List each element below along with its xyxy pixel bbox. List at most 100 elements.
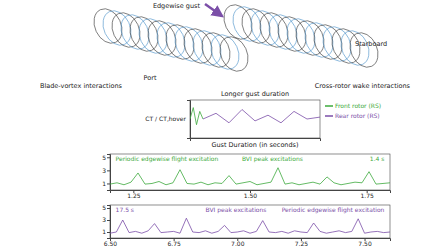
legend-item: Rear rotor (RS) xyxy=(325,112,380,119)
wake-ring xyxy=(237,4,276,48)
tick: 3 xyxy=(102,216,110,223)
tick-label: 5 xyxy=(102,204,106,211)
gust-arrow xyxy=(205,4,222,16)
tick-label: 7.00 xyxy=(231,240,245,247)
plot-area xyxy=(110,168,390,185)
wake-ring xyxy=(116,10,155,54)
wake-ring xyxy=(188,26,227,70)
annotation: BVI peak excitations xyxy=(242,155,303,163)
tick-mark xyxy=(107,232,110,233)
annotation: 17.5 s xyxy=(116,206,134,213)
tick: 5 xyxy=(102,204,110,211)
x-axis-title: Gust Duration (in seconds) xyxy=(211,141,298,149)
wake-ring xyxy=(170,22,209,66)
plot-area xyxy=(110,218,390,233)
wake-ring xyxy=(215,32,254,76)
tick-mark xyxy=(107,220,110,221)
tick: 7.00 xyxy=(231,238,245,247)
plot-frame xyxy=(110,154,390,190)
tick: 1.25 xyxy=(127,190,141,199)
plot-frame xyxy=(110,205,390,238)
tick: 1 xyxy=(102,180,110,187)
wake-ring xyxy=(143,16,182,60)
tick-label: 1.25 xyxy=(127,192,141,199)
wake-ring xyxy=(134,14,173,58)
annotation: Periodic edgewise flight excitation xyxy=(282,206,385,214)
tick: 1.75 xyxy=(360,190,374,199)
plot-frame xyxy=(190,100,320,138)
legend-item: Front rotor (RS) xyxy=(325,102,381,109)
x-axis: 6.50 6.75 7.00 7.25 7.50 xyxy=(104,238,391,247)
series-line xyxy=(190,108,203,125)
tick-label: 6.50 xyxy=(104,240,118,247)
tick: 3 xyxy=(102,167,110,174)
x-axis: 1.25 1.50 1.75 xyxy=(111,190,391,199)
wake-diagram: Edgewise gust Port Starboard Blade-vortex i… xyxy=(40,0,411,98)
tick-label: 1 xyxy=(102,180,106,187)
tick-mark xyxy=(107,183,110,184)
tick-label: 3 xyxy=(102,167,106,174)
legend-label: Front rotor (RS) xyxy=(335,102,381,109)
wake-ring xyxy=(318,22,357,66)
series-line xyxy=(110,168,390,185)
chart: 1.25 1.50 1.75 1 3 5 Periodic edgewise flight … xyxy=(102,154,390,200)
plot-area xyxy=(190,108,320,125)
tick: 1 xyxy=(102,228,110,235)
tick-label: 7.25 xyxy=(295,240,309,247)
chart: Gust Duration (in seconds) CT / CT,hover F… xyxy=(145,100,381,149)
wake-ring xyxy=(264,10,303,54)
series-line xyxy=(110,218,390,233)
tick: 5 xyxy=(102,154,110,161)
tick-label: 5 xyxy=(102,154,106,161)
tick-label: 3 xyxy=(102,216,106,223)
diagram-label: Cross-rotor wake interactions xyxy=(315,82,411,90)
y-axis xyxy=(187,101,191,139)
tick-label: 1.75 xyxy=(360,192,374,199)
tick-label: 1.50 xyxy=(244,192,258,199)
series-line xyxy=(203,110,320,123)
axis-line xyxy=(187,101,191,139)
wake-ring xyxy=(282,14,321,58)
annotation: 1.4 s xyxy=(370,155,385,162)
tick: 7.50 xyxy=(358,238,372,247)
wake-ring xyxy=(246,6,285,50)
legend-swatch xyxy=(325,115,333,117)
wake-ring xyxy=(152,18,191,62)
wake-ring xyxy=(291,16,330,60)
chart: 6.506.757.007.257.5013517.5 sBVI peak ex… xyxy=(102,204,390,247)
wake-ring xyxy=(300,18,339,62)
wake-ring xyxy=(345,28,384,72)
legend-swatch xyxy=(325,105,333,107)
tick: 6.50 xyxy=(104,238,118,247)
tick: 7.25 xyxy=(295,238,309,247)
tick-label: 6.75 xyxy=(167,240,181,247)
legend-label: Rear rotor (RS) xyxy=(335,112,380,119)
wake-ring xyxy=(179,24,218,68)
diagram-label: Blade-vortex interactions xyxy=(40,82,123,90)
wake-ring xyxy=(255,8,294,52)
legend: Front rotor (RS) Rear rotor (RS) xyxy=(325,102,381,119)
tick: 6.75 xyxy=(167,238,181,247)
wake-ring xyxy=(228,2,267,46)
diagram-label: Port xyxy=(144,74,157,82)
y-axis: 1 3 5 xyxy=(102,154,110,191)
diagram-label: Starboard xyxy=(355,40,387,48)
tick-mark xyxy=(107,157,110,158)
tick-mark xyxy=(107,208,110,209)
wake-ring xyxy=(161,20,200,64)
wake-ring xyxy=(107,8,146,52)
tick-mark xyxy=(107,170,110,171)
y-axis: 1 3 5 xyxy=(102,204,110,238)
tick: 1.50 xyxy=(244,190,258,199)
tick-label: 7.50 xyxy=(358,240,372,247)
axis-line xyxy=(107,155,111,191)
diagram-label: Edgewise gust xyxy=(153,2,201,10)
axis-line xyxy=(107,206,111,239)
y-axis-title: CT / CT,hover xyxy=(145,115,186,122)
wake-ring xyxy=(219,0,258,44)
annotation: Periodic edgewise flight excitation xyxy=(116,155,219,163)
wake-ring xyxy=(98,6,137,50)
diagram-label: Longer gust duration xyxy=(221,90,289,98)
wake-ring xyxy=(336,26,375,70)
tick-label: 1 xyxy=(102,228,106,235)
